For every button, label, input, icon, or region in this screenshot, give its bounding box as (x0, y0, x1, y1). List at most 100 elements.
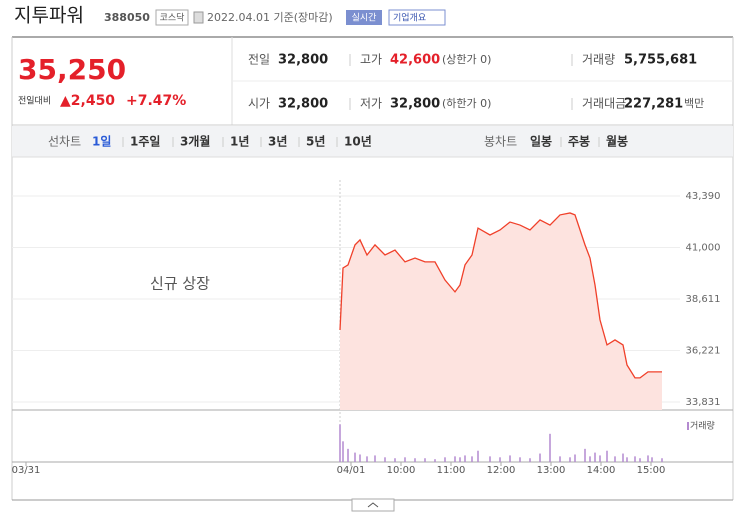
tab[interactable]: 월봉 (606, 134, 628, 149)
price-area (340, 212, 662, 410)
volume-bar (366, 456, 368, 462)
volume-bar (651, 457, 653, 462)
y-tick-label: 33,831 (686, 397, 721, 408)
tab-group-label: 봉차트 (484, 135, 517, 149)
stat-value: 32,800 (278, 97, 328, 112)
stock-name: 지투파워 (14, 5, 84, 27)
volume-bar (569, 457, 571, 462)
volume-label: 거래량 (690, 420, 715, 432)
volume-bar (594, 452, 596, 462)
stat-label: 고가 (360, 53, 382, 67)
y-tick-label: 41,000 (686, 242, 721, 253)
volume-bar (539, 453, 541, 462)
tab[interactable]: 1일 (92, 135, 111, 149)
tab-bar (12, 126, 733, 157)
tab[interactable]: 3개월 (180, 134, 210, 149)
volume-bar (606, 450, 608, 462)
volume-bar (339, 424, 341, 462)
volume-bar (404, 457, 406, 462)
volume-bar (354, 452, 356, 462)
tab-group-label: 선차트 (48, 135, 81, 149)
market-badge (155, 9, 189, 26)
stat-label: 전일 (248, 53, 270, 67)
volume-bar (622, 453, 624, 462)
x-tick-label: 12:00 (487, 465, 516, 476)
x-tick-label: 04/01 (337, 465, 366, 476)
market-text: 코스닥 (160, 13, 185, 24)
volume-bar (464, 455, 466, 462)
x-tick-label: 14:00 (587, 465, 616, 476)
tab[interactable]: 5년 (306, 135, 325, 149)
volume-bar (347, 448, 349, 462)
volume-bar (394, 458, 396, 462)
volume-bar (374, 455, 376, 462)
volume-bar (499, 457, 501, 462)
stat-value: 32,800 (278, 53, 328, 68)
company-info-button[interactable] (388, 9, 446, 26)
realtime-badge[interactable] (346, 10, 382, 25)
tab[interactable]: 1주일 (130, 135, 160, 149)
tab[interactable]: 일봉 (530, 135, 552, 149)
volume-legend-swatch (687, 422, 689, 430)
volume-bar (589, 456, 591, 462)
x-tick-label: 13:00 (537, 465, 566, 476)
new-listing-note: 신규 상장 (150, 275, 210, 293)
volume-bar (384, 457, 386, 462)
price-line (339, 212, 662, 379)
volume-bar (519, 457, 521, 462)
volume-bar (634, 456, 636, 462)
stock-code: 388050 (104, 11, 150, 24)
y-tick-label: 43,390 (686, 191, 721, 202)
stat-value: 32,800 (390, 97, 440, 112)
change-rate: +7.47% (126, 93, 186, 109)
volume-bar (342, 441, 344, 462)
volume-bar (574, 454, 576, 462)
change: ▲2,450 (60, 93, 115, 109)
volume-bar (549, 433, 551, 462)
stat-value: 5,755,681 (624, 53, 697, 68)
volume-bar (529, 458, 531, 462)
volume-bar (584, 448, 586, 462)
stat-note: (하한가 0) (442, 96, 491, 110)
stat-value: 42,600 (390, 53, 440, 68)
volume-bar (414, 458, 416, 462)
stat-value: 227,281 (624, 97, 683, 112)
volume-bar (359, 454, 361, 462)
volume-bar (459, 457, 461, 462)
x-tick-label: 11:00 (437, 465, 466, 476)
x-tick-label: 03/31 (12, 465, 41, 476)
tab[interactable]: 주봉 (568, 135, 590, 149)
tab[interactable]: 1년 (230, 135, 249, 149)
stat-note: 백만 (684, 97, 704, 110)
volume-bar (614, 456, 616, 462)
tab[interactable]: 3년 (268, 135, 287, 149)
volume-bar (599, 455, 601, 462)
volume-bar (477, 450, 479, 462)
volume-bar (647, 455, 649, 462)
stat-note: (상한가 0) (442, 53, 491, 66)
volume-bar (626, 457, 628, 462)
calendar-icon (193, 11, 204, 24)
y-tick-label: 36,221 (686, 345, 721, 356)
company-info-text[interactable]: 기업개요 (393, 13, 426, 24)
volume-bar (434, 459, 436, 462)
x-tick-label: 10:00 (387, 465, 416, 476)
volume-bar (471, 456, 473, 462)
stat-label: 시가 (248, 97, 270, 111)
volume-bar (454, 456, 456, 462)
stat-label: 거래량 (582, 53, 615, 67)
collapse-button[interactable] (351, 498, 395, 512)
price: 35,250 (18, 53, 126, 86)
collapse-arrow[interactable] (367, 502, 379, 508)
volume-bar (559, 456, 561, 462)
tab[interactable]: 10년 (344, 135, 372, 149)
volume-bar (424, 458, 426, 462)
y-tick-label: 38,611 (686, 294, 721, 305)
volume-bar (509, 455, 511, 462)
change-label: 전일대비 (18, 96, 51, 107)
realtime-text[interactable]: 실시간 (352, 13, 377, 24)
volume-bar (444, 457, 446, 462)
volume-bar (661, 458, 663, 462)
volume-bar (639, 458, 641, 462)
